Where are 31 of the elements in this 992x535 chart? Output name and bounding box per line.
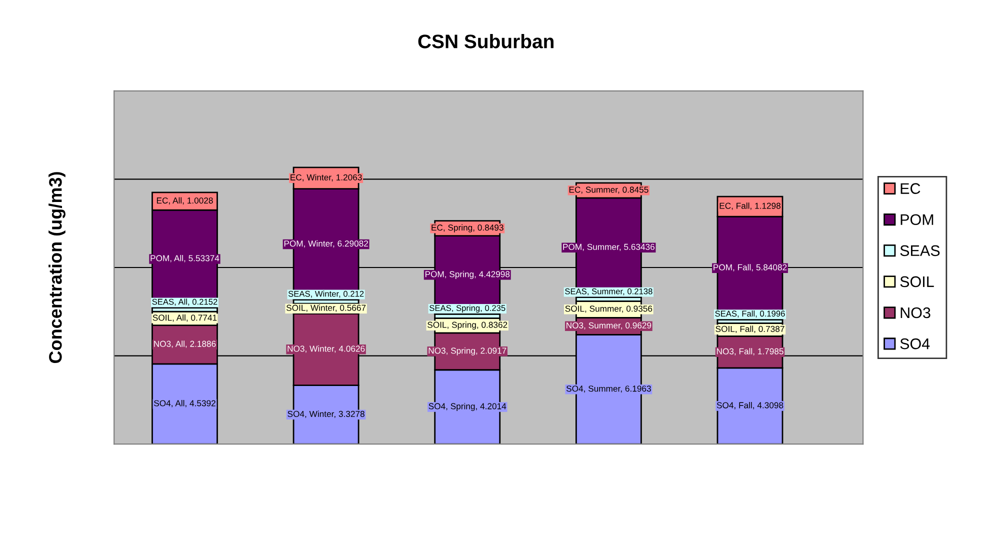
data-label: SEAS, Summer, 0.2138 (565, 288, 652, 296)
data-label: NO3, Spring, 2.0917 (428, 347, 506, 356)
data-label: POM, Spring, 4.42998 (425, 270, 510, 279)
chart-title: CSN Suburban (418, 34, 554, 48)
data-label: EC, Fall, 1.1298 (720, 202, 780, 210)
data-label: NO3, Winter, 4.0626 (288, 345, 365, 353)
legend-label: SOIL (900, 276, 934, 288)
data-label: SO4, Summer, 6.1963 (566, 386, 651, 393)
data-label: EC, All, 1.0028 (156, 197, 213, 205)
data-label: SEAS, Fall, 0.1996 (715, 310, 785, 318)
legend-label: SEAS (900, 245, 940, 256)
data-label: SO4, All, 4.5392 (154, 400, 216, 408)
data-label: NO3, Fall, 1.7985 (716, 348, 784, 356)
data-label: POM, All, 5.53374 (150, 254, 220, 262)
data-label: POM, Fall, 5.84082 (714, 264, 787, 272)
data-label: SOIL, All, 0.7741 (152, 314, 217, 322)
data-label: SEAS, Spring, 0.235 (430, 304, 506, 313)
data-label: SO4, Fall, 4.3098 (716, 402, 784, 410)
data-label: SO4, Spring, 4.2014 (428, 402, 506, 411)
data-label: SEAS, Winter, 0.212 (288, 290, 364, 298)
data-label: NO3, All, 2.1886 (154, 340, 216, 348)
legend-label: SO4 (900, 338, 930, 350)
legend-label: NO3 (900, 307, 930, 318)
legend-label: EC (900, 183, 920, 194)
data-label: POM, Summer, 5.63436 (563, 244, 654, 251)
data-label: SO4, Winter, 3.3278 (288, 410, 364, 418)
data-label: POM, Winter, 6.29082 (284, 240, 368, 248)
legend-label: POM (900, 214, 934, 226)
y-axis-title: Concentration (ug/m3) (48, 172, 66, 364)
data-label: SEAS, All, 0.2152 (152, 298, 218, 306)
data-label: EC, Winter, 1.2063 (290, 174, 362, 182)
